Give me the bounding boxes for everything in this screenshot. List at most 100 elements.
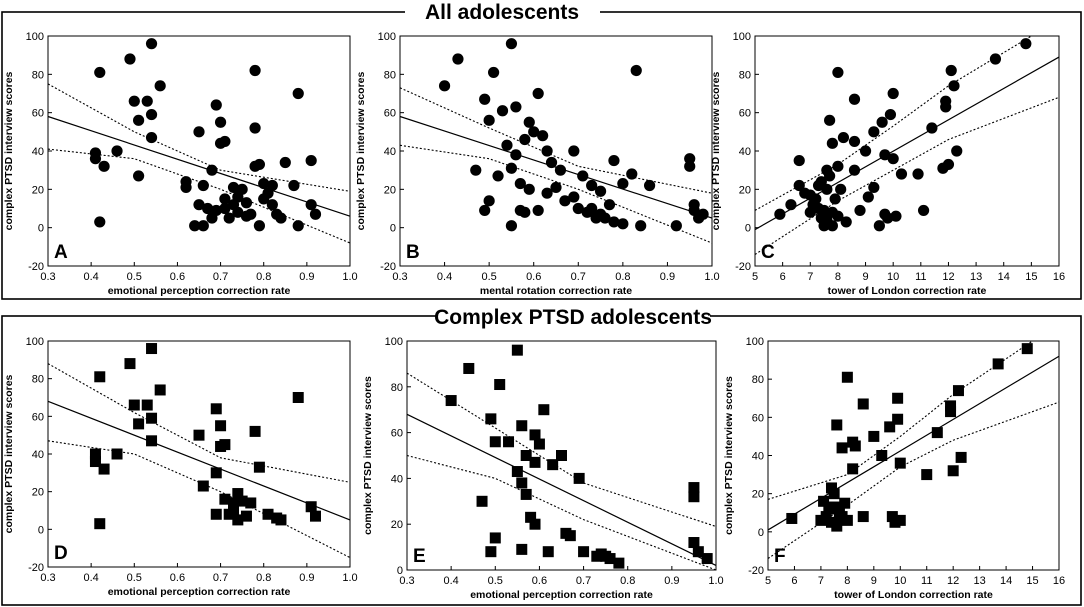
- data-point: [603, 199, 616, 211]
- data-point: [594, 185, 607, 197]
- y-tick-label: -20: [28, 261, 44, 273]
- data-point: [227, 181, 240, 194]
- data-point: [559, 195, 571, 207]
- data-point: [523, 183, 535, 195]
- data-point: [215, 440, 227, 452]
- data-point: [483, 195, 495, 207]
- data-point: [937, 162, 949, 174]
- data-point: [124, 358, 136, 370]
- data-point: [519, 133, 531, 146]
- data-point: [617, 177, 629, 190]
- x-tick-label: 0.6: [532, 575, 547, 587]
- x-tick-label: 7: [818, 575, 824, 587]
- data-point: [292, 87, 304, 100]
- y-tick-label: 40: [752, 451, 764, 463]
- data-point: [154, 80, 166, 92]
- data-point: [832, 160, 844, 172]
- data-point: [520, 488, 532, 500]
- data-point: [989, 53, 1002, 65]
- data-point: [210, 467, 222, 479]
- data-point: [873, 220, 885, 232]
- data-point: [496, 105, 509, 117]
- data-point: [452, 53, 464, 65]
- regression-line: [47, 115, 351, 217]
- y-tick-label: 80: [384, 69, 396, 81]
- data-point: [528, 126, 540, 138]
- data-point: [89, 448, 101, 460]
- y-tick-label: 20: [391, 519, 403, 531]
- data-point: [577, 170, 589, 182]
- data-point: [511, 344, 523, 356]
- data-point: [774, 208, 786, 220]
- regression-line: [754, 56, 1060, 231]
- data-point: [542, 546, 554, 558]
- data-point: [525, 511, 537, 523]
- ci-upper-curve: [406, 372, 717, 528]
- x-axis-label: tower of London correction rate: [828, 285, 987, 297]
- x-tick-label: 1.0: [342, 572, 357, 584]
- x-tick-label: 12: [942, 271, 954, 283]
- regression-line: [47, 400, 351, 521]
- y-tick-label: 0: [397, 565, 403, 577]
- x-tick-label: 0.9: [299, 572, 314, 584]
- data-point: [488, 66, 500, 79]
- data-point: [586, 202, 598, 215]
- data-point: [868, 181, 880, 194]
- data-point: [894, 457, 906, 469]
- y-axis-label: complex PTSD interview scores: [3, 71, 15, 230]
- y-tick-label: 40: [32, 449, 44, 461]
- data-point: [578, 546, 590, 558]
- data-point: [688, 482, 700, 494]
- data-point: [145, 108, 158, 121]
- data-point: [541, 145, 553, 157]
- data-point: [124, 53, 136, 65]
- data-point: [826, 137, 838, 149]
- data-point: [701, 553, 713, 565]
- data-point: [945, 64, 957, 77]
- panel-c: 5 6 7 8 9 10 11 12 13 14 15 16 -20 0 20 40 60 80 100 tower …: [710, 31, 1065, 297]
- data-point: [305, 199, 317, 211]
- x-axis-label: emotional perception correction rate: [108, 586, 291, 598]
- y-tick-label: 80: [32, 374, 44, 386]
- data-point: [146, 435, 158, 447]
- data-point: [266, 179, 278, 192]
- data-point: [262, 508, 274, 520]
- data-point: [146, 343, 158, 355]
- data-point: [857, 511, 869, 523]
- y-tick-label: 40: [739, 146, 751, 158]
- data-point: [945, 400, 957, 412]
- y-tick-label: 100: [26, 336, 44, 348]
- data-point: [921, 469, 933, 481]
- x-tick-label: 0.5: [127, 572, 142, 584]
- data-point: [824, 114, 836, 126]
- data-point: [617, 218, 629, 230]
- bottom-title-bg: [438, 303, 710, 329]
- data-point: [541, 187, 553, 199]
- x-tick-label: 11: [915, 271, 926, 283]
- data-point: [305, 501, 317, 513]
- x-tick-label: 16: [1053, 271, 1065, 283]
- data-point: [799, 187, 811, 199]
- data-point: [236, 183, 248, 195]
- x-tick-label: 0.3: [40, 271, 55, 283]
- panels: 0.3 0.4 0.5 0.6 0.7 0.8 0.9 1.0-20020406080100e…: [3, 31, 1065, 601]
- data-point: [630, 64, 642, 77]
- x-tick-label: 0.6: [526, 271, 541, 283]
- x-tick-label: 14: [1000, 575, 1012, 587]
- x-tick-label: 15: [1025, 271, 1037, 283]
- y-tick-label: 60: [391, 428, 403, 440]
- data-point: [895, 168, 908, 180]
- data-point: [463, 362, 475, 374]
- y-tick-label: 80: [739, 69, 751, 81]
- data-point: [476, 495, 488, 507]
- data-point: [240, 510, 252, 522]
- x-tick-label: 0.7: [576, 575, 591, 587]
- data-point: [202, 202, 214, 215]
- x-axis-label: tower of London correction rate: [834, 589, 993, 601]
- x-tick-label: 0.8: [256, 271, 271, 283]
- data-point: [992, 358, 1004, 370]
- data-point: [214, 137, 227, 149]
- data-point: [215, 420, 227, 432]
- y-tick-label: 20: [32, 487, 44, 499]
- data-point: [892, 392, 904, 404]
